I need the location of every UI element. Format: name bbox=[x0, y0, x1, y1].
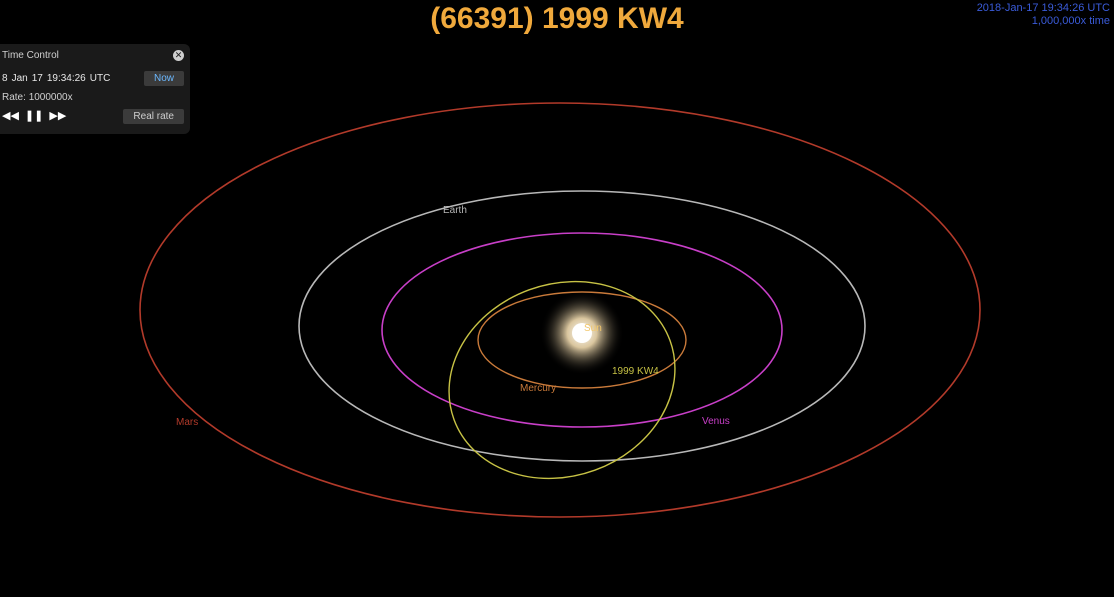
play-controls: ◀◀ ❚❚ ▶▶ bbox=[2, 111, 66, 122]
time-control-panel: Time Control ✕ 8 Jan 17 19:34:26 UTC Now… bbox=[0, 44, 190, 134]
orbit-1999-kw4 bbox=[421, 250, 703, 509]
orbit-earth bbox=[299, 191, 865, 461]
month-field[interactable]: Jan bbox=[12, 73, 28, 84]
sim-clock: 2018-Jan-17 19:34:26 UTC 1,000,000x time bbox=[977, 2, 1110, 28]
orbit-label-mercury: Mercury bbox=[520, 383, 556, 394]
year-field[interactable]: 8 bbox=[2, 73, 8, 84]
clock-timestamp: 2018-Jan-17 19:34:26 UTC bbox=[977, 2, 1110, 15]
orbit-label-mars: Mars bbox=[176, 417, 198, 428]
sun-halo bbox=[540, 291, 624, 375]
clock-rate: 1,000,000x time bbox=[977, 15, 1110, 28]
page-title: (66391) 1999 KW4 bbox=[0, 2, 1114, 36]
panel-title: Time Control bbox=[2, 50, 59, 61]
orbit-label-earth: Earth bbox=[443, 205, 467, 216]
sun-core bbox=[572, 323, 592, 343]
rewind-icon[interactable]: ◀◀ bbox=[2, 111, 19, 122]
date-row: 8 Jan 17 19:34:26 UTC Now bbox=[2, 71, 184, 86]
forward-icon[interactable]: ▶▶ bbox=[49, 111, 66, 122]
title-text: (66391) 1999 KW4 bbox=[430, 2, 683, 35]
tz-field: UTC bbox=[90, 73, 111, 84]
orbit-mercury bbox=[478, 292, 686, 388]
orbit-label-1999-kw4: 1999 KW4 bbox=[612, 366, 659, 377]
sun-label: Sun bbox=[584, 323, 602, 334]
close-icon[interactable]: ✕ bbox=[173, 50, 184, 61]
real-rate-button[interactable]: Real rate bbox=[123, 109, 184, 124]
now-button[interactable]: Now bbox=[144, 71, 184, 86]
playback-row: ◀◀ ❚❚ ▶▶ Real rate bbox=[2, 109, 184, 124]
time-field[interactable]: 19:34:26 bbox=[47, 73, 86, 84]
orbit-venus bbox=[382, 233, 782, 427]
panel-header: Time Control ✕ bbox=[2, 50, 184, 67]
orbit-mars bbox=[140, 103, 980, 517]
day-field[interactable]: 17 bbox=[32, 73, 43, 84]
pause-icon[interactable]: ❚❚ bbox=[25, 111, 43, 122]
orbit-label-venus: Venus bbox=[702, 416, 730, 427]
rate-label: Rate: 1000000x bbox=[2, 92, 184, 103]
